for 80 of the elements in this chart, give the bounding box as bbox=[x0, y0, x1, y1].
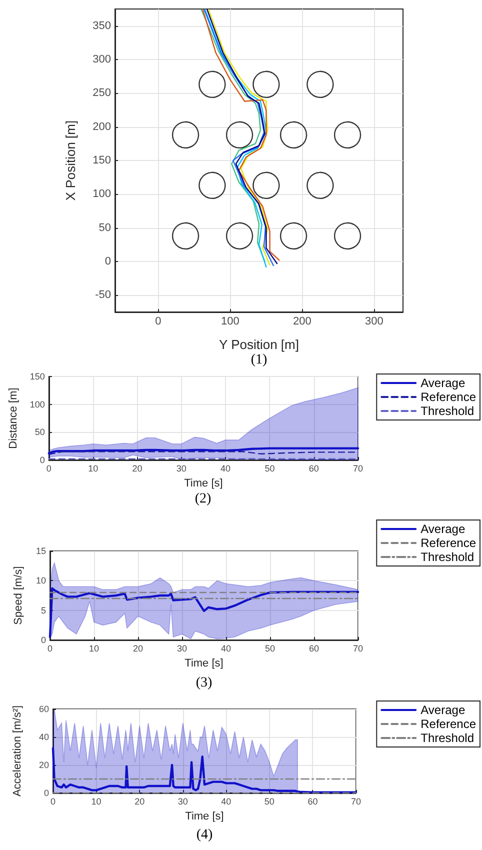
x-tick-label: 20 bbox=[132, 464, 142, 474]
legend-label: Reference bbox=[420, 390, 476, 404]
text: (2) bbox=[194, 492, 212, 506]
y-tick-label: -50 bbox=[95, 289, 111, 302]
point bbox=[334, 222, 362, 250]
y-tick-label: 200 bbox=[92, 120, 111, 133]
legend-label: Threshold bbox=[420, 550, 474, 564]
legend-label: Average bbox=[420, 376, 466, 390]
text: (4) bbox=[196, 828, 213, 842]
y-tick-label: 5 bbox=[40, 605, 46, 616]
x-axis-title: Time [s] bbox=[184, 478, 223, 490]
y-tick-label: 150 bbox=[30, 372, 45, 382]
x-axis-title: Time [s] bbox=[185, 810, 224, 822]
point bbox=[306, 172, 334, 200]
y-tick-label: 50 bbox=[98, 222, 111, 234]
x-tick-label: 20 bbox=[134, 796, 145, 806]
y-tick-label: 0 bbox=[44, 788, 49, 798]
legend-label: Reference bbox=[420, 536, 476, 550]
y-axis-title: Acceleration [m/s²] bbox=[12, 705, 24, 797]
x-tick-label: 50 bbox=[264, 644, 276, 654]
x-tick-label: 300 bbox=[365, 316, 384, 328]
x-axis-title: Y Position [m] bbox=[219, 337, 299, 352]
y-tick-label: 40 bbox=[38, 732, 49, 742]
x-tick-label: 0 bbox=[50, 796, 56, 806]
x-tick-label: 50 bbox=[264, 464, 275, 474]
y-tick-label: 100 bbox=[92, 188, 111, 200]
x-tick-label: 30 bbox=[178, 796, 188, 806]
legend-label: Reference bbox=[420, 717, 476, 731]
y-tick-label: 250 bbox=[92, 87, 111, 100]
point bbox=[172, 222, 200, 250]
point bbox=[252, 70, 280, 98]
point bbox=[280, 121, 308, 149]
y-tick-label: 15 bbox=[36, 546, 46, 556]
x-tick-label: 40 bbox=[220, 644, 232, 654]
point bbox=[226, 121, 254, 149]
x-tick-label: 200 bbox=[293, 316, 312, 328]
y-tick-label: 350 bbox=[92, 20, 111, 32]
y-tick-label: 20 bbox=[38, 760, 49, 770]
legend-label: Threshold bbox=[420, 404, 474, 418]
x-tick-label: 30 bbox=[176, 644, 188, 654]
x-tick-label: 70 bbox=[352, 644, 364, 654]
x-tick-label: 70 bbox=[350, 796, 362, 806]
point bbox=[280, 222, 308, 250]
legend-label: Threshold bbox=[420, 731, 474, 745]
point bbox=[226, 222, 254, 250]
point bbox=[198, 70, 226, 98]
point bbox=[198, 172, 226, 200]
x-tick-label: 40 bbox=[220, 464, 231, 474]
y-axis-title: Speed [m/s] bbox=[12, 566, 24, 625]
legend-label: Average bbox=[420, 522, 466, 536]
text: (3) bbox=[196, 676, 212, 690]
y-tick-label: 0 bbox=[40, 455, 45, 465]
line-series bbox=[48, 587, 360, 638]
point bbox=[334, 121, 362, 149]
point bbox=[252, 172, 280, 200]
legend-label: Average bbox=[420, 703, 466, 717]
y-axis-title: Distance [m] bbox=[8, 388, 20, 449]
y-tick-label: 150 bbox=[92, 154, 111, 166]
y-tick-label: 50 bbox=[34, 427, 45, 438]
x-tick-label: 50 bbox=[264, 796, 274, 806]
y-tick-label: 100 bbox=[30, 399, 45, 410]
x-tick-label: 60 bbox=[308, 644, 320, 654]
x-tick-label: 30 bbox=[176, 464, 186, 474]
point bbox=[172, 121, 200, 149]
x-tick-label: 100 bbox=[221, 316, 240, 328]
point bbox=[306, 70, 334, 98]
text: (1) bbox=[250, 352, 268, 368]
x-tick-label: 0 bbox=[155, 316, 162, 328]
y-axis-title: X Position [m] bbox=[63, 120, 78, 201]
x-tick-label: 60 bbox=[308, 464, 319, 474]
x-tick-label: 70 bbox=[352, 464, 364, 474]
y-tick-label: 60 bbox=[38, 704, 49, 714]
y-tick-label: 10 bbox=[36, 576, 46, 586]
x-tick-label: 40 bbox=[221, 796, 232, 806]
y-tick-label: 0 bbox=[40, 635, 46, 645]
y-tick-label: 0 bbox=[104, 256, 111, 268]
x-tick-label: 20 bbox=[132, 644, 144, 654]
x-axis-title: Time [s] bbox=[184, 658, 224, 670]
y-tick-label: 300 bbox=[92, 54, 111, 66]
x-tick-label: 60 bbox=[308, 796, 318, 806]
